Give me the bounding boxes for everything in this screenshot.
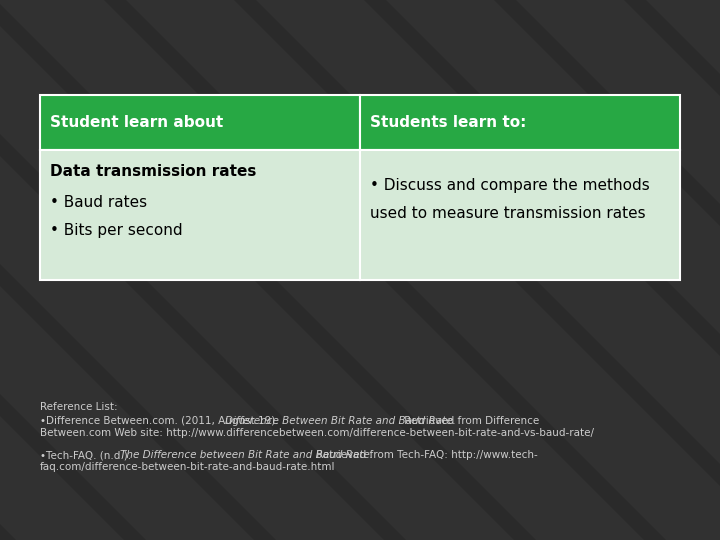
Text: • Bits per second: • Bits per second: [50, 223, 183, 238]
Text: Students learn to:: Students learn to:: [370, 115, 526, 130]
Bar: [40, 95, 360, 150]
Bar: [40, 150, 360, 280]
Text: Reference List:: Reference List:: [40, 402, 117, 412]
Text: •Tech-FAQ. (n.d.).: •Tech-FAQ. (n.d.).: [40, 450, 135, 460]
Text: Data transmission rates: Data transmission rates: [50, 164, 256, 179]
Bar: [360, 150, 680, 280]
Text: used to measure transmission rates: used to measure transmission rates: [370, 206, 646, 221]
Text: • Baud rates: • Baud rates: [50, 195, 147, 210]
Text: Between.com Web site: http://www.differencebetween.com/difference-between-bit-ra: Between.com Web site: http://www.differe…: [40, 428, 594, 438]
Text: Difference Between Bit Rate and Baud Rate.: Difference Between Bit Rate and Baud Rat…: [225, 416, 456, 426]
Bar: [360, 95, 680, 150]
Text: Retrieved from Tech-FAQ: http://www.tech-: Retrieved from Tech-FAQ: http://www.tech…: [313, 450, 538, 460]
Text: •Difference Between.com. (2011, August 19).: •Difference Between.com. (2011, August 1…: [40, 416, 282, 426]
Text: faq.com/difference-between-bit-rate-and-baud-rate.html: faq.com/difference-between-bit-rate-and-…: [40, 462, 336, 472]
Text: • Discuss and compare the methods: • Discuss and compare the methods: [370, 178, 649, 193]
Text: The Difference between Bit Rate and Baud Rate.: The Difference between Bit Rate and Baud…: [120, 450, 373, 460]
Text: Retrieved from Difference: Retrieved from Difference: [401, 416, 539, 426]
Text: Student learn about: Student learn about: [50, 115, 223, 130]
